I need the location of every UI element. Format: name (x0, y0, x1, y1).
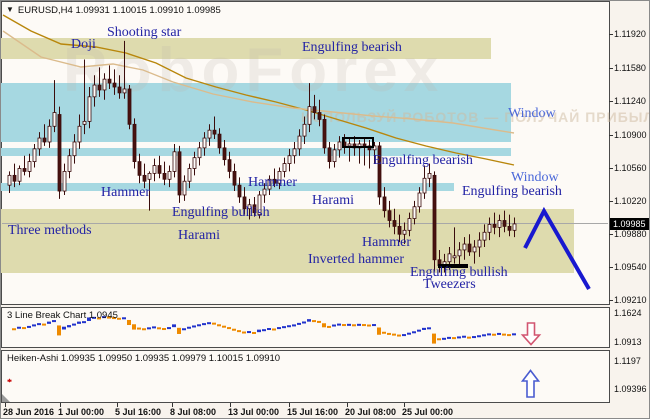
pattern-annotation: Engulfing bullish (172, 205, 270, 220)
pattern-annotation: Window (508, 106, 556, 121)
time-tick-mark (230, 403, 231, 407)
chart-title-bar: ▼ EURUSD,H4 1.09931 1.10015 1.09910 1.09… (6, 4, 221, 16)
price-tick-label: 1.10560 (614, 163, 647, 173)
pattern-annotation: Hammer (101, 185, 150, 200)
time-label: 1 Jul 00:00 (58, 407, 105, 417)
pattern-annotation: Shooting star (107, 25, 182, 40)
indicator-tick-label: 1.09396 (614, 384, 647, 394)
axis-tick-mark (609, 300, 613, 301)
chart-title-ohlc: EURUSD,H4 1.09931 1.10015 1.09910 1.0998… (17, 4, 221, 16)
time-label: 28 Jun 2016 (3, 407, 55, 417)
pattern-annotation: Doji (71, 37, 96, 52)
pattern-annotation: Hammer (362, 235, 411, 250)
current-price-badge: 1.09985 (610, 218, 649, 230)
time-label: 13 Jul 00:00 (228, 407, 280, 417)
time-tick-mark (289, 403, 290, 407)
band (1, 183, 454, 191)
axis-tick-mark (609, 101, 613, 102)
time-tick-mark (5, 403, 6, 407)
price-tick-label: 1.09210 (614, 295, 647, 305)
price-tick-label: 1.10220 (614, 196, 647, 206)
pattern-annotation: Harami (312, 193, 354, 208)
time-label: 8 Jul 08:00 (170, 407, 217, 417)
chart-symbol-dropdown-icon[interactable]: ▼ (6, 5, 14, 14)
pattern-annotation: Engulfing bearish (373, 153, 473, 168)
heiken-ashi-panel-title: Heiken-Ashi 1.09935 1.09950 1.09935 1.09… (7, 353, 281, 364)
axis-tick-mark (609, 267, 613, 268)
heiken-ashi-panel[interactable]: Heiken-Ashi 1.09935 1.09950 1.09935 1.09… (1, 350, 610, 403)
pattern-annotation: Three methods (8, 223, 92, 238)
time-tick-mark (172, 403, 173, 407)
time-label: 25 Jul 00:00 (402, 407, 454, 417)
pattern-annotation: Window (511, 170, 559, 185)
time-label: 5 Jul 16:00 (115, 407, 162, 417)
price-tick-label: 1.09540 (614, 262, 647, 272)
indicator-tick-label: 1.0913 (614, 337, 642, 347)
axis-tick-mark (609, 168, 613, 169)
pattern-annotation: Hammer (248, 175, 297, 190)
line-break-panel-title: 3 Line Break Chart 1.0945 (7, 310, 118, 321)
band (1, 209, 574, 273)
pattern-annotation: Engulfing bearish (462, 184, 562, 199)
price-tick-label: 1.11240 (614, 96, 646, 106)
axis-tick-mark (609, 234, 613, 235)
watermark-tagline: ИСПОЛЬЗУЙ РОБОТОВ — ПОЛУЧАЙ ПРИБЫЛЬ (301, 109, 650, 125)
axis-tick-mark (609, 68, 613, 69)
price-tick-label: 1.09880 (614, 229, 647, 239)
pattern-annotation: Engulfing bearish (302, 40, 402, 55)
axis-tick-mark (609, 201, 613, 202)
axis-tick-mark (609, 34, 613, 35)
time-tick-mark (60, 403, 61, 407)
time-tick-mark (404, 403, 405, 407)
pattern-annotation: Tweezers (423, 277, 476, 292)
indicator-tick-label: 1.1197 (614, 356, 641, 366)
price-tick-label: 1.11580 (614, 63, 646, 73)
panel-resize-grip[interactable] (2, 394, 10, 402)
indicator-tick-label: 1.1624 (614, 308, 642, 318)
axis-tick-mark (609, 135, 613, 136)
time-tick-mark (117, 403, 118, 407)
line-break-panel[interactable]: 3 Line Break Chart 1.0945 (1, 307, 610, 348)
time-label: 15 Jul 16:00 (287, 407, 339, 417)
price-tick-label: 1.10900 (614, 130, 647, 140)
price-tick-label: 1.11920 (614, 29, 646, 39)
pattern-annotation: Inverted hammer (308, 252, 405, 267)
time-label: 20 Jul 08:00 (345, 407, 397, 417)
time-tick-mark (347, 403, 348, 407)
pattern-annotation: Harami (178, 228, 220, 243)
